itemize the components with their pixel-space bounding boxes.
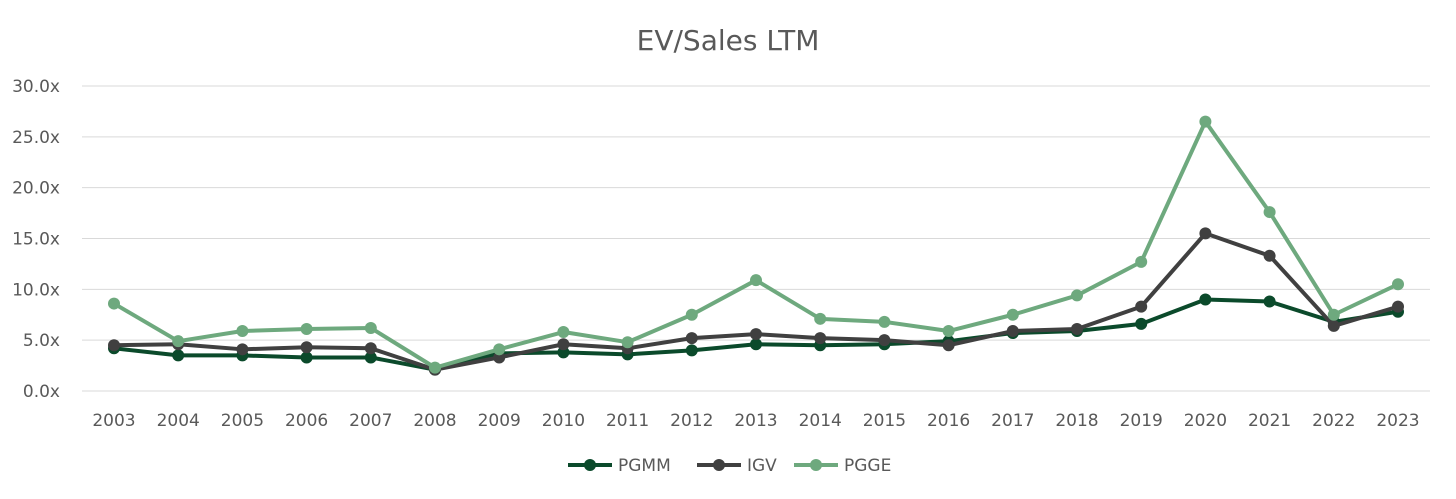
x-tick-label: 2005: [221, 411, 264, 431]
x-tick-label: 2014: [799, 411, 842, 431]
legend-swatch-marker: [584, 459, 596, 471]
data-point: [1006, 308, 1019, 321]
x-tick-label: 2004: [157, 411, 200, 431]
data-point: [1135, 317, 1148, 330]
legend-label: IGV: [747, 456, 777, 476]
legend-item-igv: IGV: [697, 456, 777, 476]
data-point: [300, 341, 313, 354]
data-point: [750, 274, 762, 287]
series-pgmm: [108, 293, 1404, 376]
data-point: [300, 322, 313, 335]
data-point: [1327, 319, 1340, 332]
data-point: [364, 351, 377, 364]
x-tick-label: 2008: [413, 411, 456, 431]
legend-swatch-marker: [810, 459, 822, 471]
y-tick-label: 30.0x: [12, 77, 60, 97]
data-point: [493, 343, 506, 356]
data-point: [236, 343, 249, 356]
x-tick-label: 2003: [92, 411, 135, 431]
data-point: [878, 334, 891, 347]
data-point: [1263, 295, 1276, 308]
series-pgge: [108, 115, 1404, 374]
data-point: [1263, 249, 1276, 262]
chart-title: EV/Sales LTM: [637, 24, 820, 57]
series-lines: [108, 115, 1404, 376]
x-tick-label: 2015: [863, 411, 906, 431]
data-point: [942, 325, 955, 338]
data-point: [621, 336, 634, 349]
x-tick-label: 2017: [991, 411, 1034, 431]
data-point: [108, 297, 120, 310]
data-point: [1135, 255, 1148, 268]
data-point: [685, 344, 698, 357]
data-point: [685, 332, 698, 345]
data-point: [172, 349, 185, 362]
legend-swatch-marker: [713, 459, 725, 471]
x-tick-label: 2023: [1376, 411, 1419, 431]
x-tick-label: 2011: [606, 411, 649, 431]
data-point: [557, 338, 570, 351]
data-point: [1199, 293, 1212, 306]
y-tick-label: 25.0x: [12, 128, 60, 148]
x-tick-label: 2020: [1184, 411, 1227, 431]
legend-item-pgge: PGGE: [794, 456, 891, 476]
data-point: [300, 351, 313, 364]
data-point: [750, 338, 762, 351]
x-axis-ticks: 2003 2004 2005 2006 2007 2008 2009 2010 2011 2012…: [92, 411, 1419, 431]
series-igv: [108, 227, 1404, 376]
data-point: [685, 308, 698, 321]
data-point: [364, 321, 377, 334]
x-tick-label: 2019: [1120, 411, 1163, 431]
x-tick-label: 2018: [1055, 411, 1098, 431]
data-point: [1199, 227, 1212, 240]
legend: PGMM IGV PGGE: [568, 456, 891, 476]
legend-label: PGMM: [618, 456, 671, 476]
x-tick-label: 2010: [542, 411, 585, 431]
y-axis-ticks: 0.0x 5.0x 10.0x 15.0x 20.0x 25.0x 30.0x: [12, 77, 60, 402]
x-tick-label: 2022: [1312, 411, 1355, 431]
gridlines: [82, 85, 1430, 392]
data-point: [108, 339, 120, 352]
data-point: [814, 332, 827, 345]
y-tick-label: 15.0x: [12, 230, 60, 250]
data-point: [1327, 308, 1340, 321]
x-tick-label: 2021: [1248, 411, 1291, 431]
legend-item-pgmm: PGMM: [568, 456, 671, 476]
data-point: [878, 315, 891, 328]
data-point: [750, 328, 762, 341]
data-point: [1071, 322, 1083, 335]
data-point: [942, 339, 955, 352]
data-point: [1392, 278, 1404, 291]
data-point: [1263, 206, 1276, 219]
data-point: [1199, 115, 1212, 128]
data-point: [236, 325, 249, 338]
y-tick-label: 10.0x: [12, 280, 60, 300]
x-tick-label: 2007: [349, 411, 392, 431]
data-point: [1006, 325, 1019, 338]
x-tick-label: 2016: [927, 411, 970, 431]
y-tick-label: 20.0x: [12, 179, 60, 199]
x-tick-label: 2013: [734, 411, 777, 431]
y-tick-label: 0.0x: [23, 382, 60, 402]
data-point: [1392, 300, 1404, 313]
data-point: [1135, 300, 1148, 313]
data-point: [172, 335, 185, 348]
data-point: [1071, 289, 1083, 302]
legend-label: PGGE: [844, 456, 891, 476]
data-point: [814, 312, 827, 325]
x-tick-label: 2009: [478, 411, 521, 431]
data-point: [364, 342, 377, 355]
data-point: [429, 361, 441, 374]
y-tick-label: 5.0x: [23, 331, 60, 351]
x-tick-label: 2012: [670, 411, 713, 431]
x-tick-label: 2006: [285, 411, 328, 431]
data-point: [557, 326, 570, 339]
